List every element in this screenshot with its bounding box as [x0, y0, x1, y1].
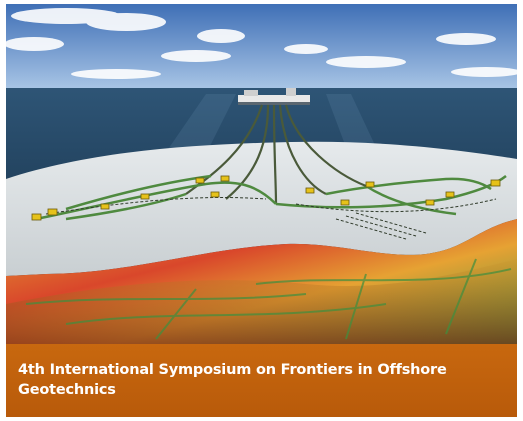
flowlines: [45, 196, 497, 240]
risers: [185, 104, 367, 205]
banner-title: 4th International Symposium on Frontiers…: [18, 362, 447, 398]
clouds: [6, 8, 517, 79]
caption-band: 4th International Symposium on Frontiers…: [6, 344, 517, 417]
seabed: [6, 141, 517, 276]
subsea-structures: [31, 175, 501, 221]
offshore-field-illustration: [6, 4, 517, 344]
subsurface-faults: [25, 258, 512, 340]
illustration-svg: [6, 4, 517, 344]
fpso-vessel-icon: [238, 88, 310, 105]
